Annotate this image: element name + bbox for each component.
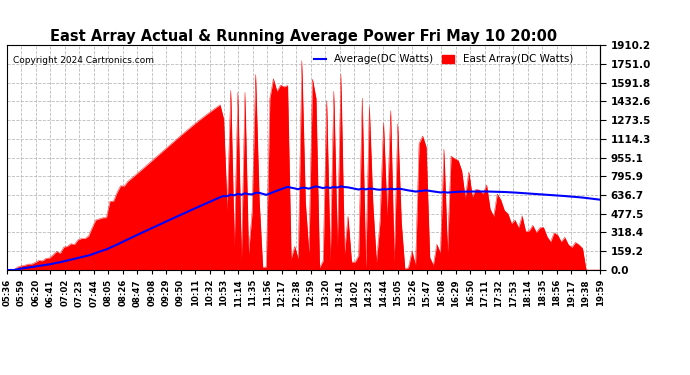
Title: East Array Actual & Running Average Power Fri May 10 20:00: East Array Actual & Running Average Powe…: [50, 29, 557, 44]
Legend: Average(DC Watts), East Array(DC Watts): Average(DC Watts), East Array(DC Watts): [309, 50, 578, 69]
Text: Copyright 2024 Cartronics.com: Copyright 2024 Cartronics.com: [13, 56, 154, 65]
